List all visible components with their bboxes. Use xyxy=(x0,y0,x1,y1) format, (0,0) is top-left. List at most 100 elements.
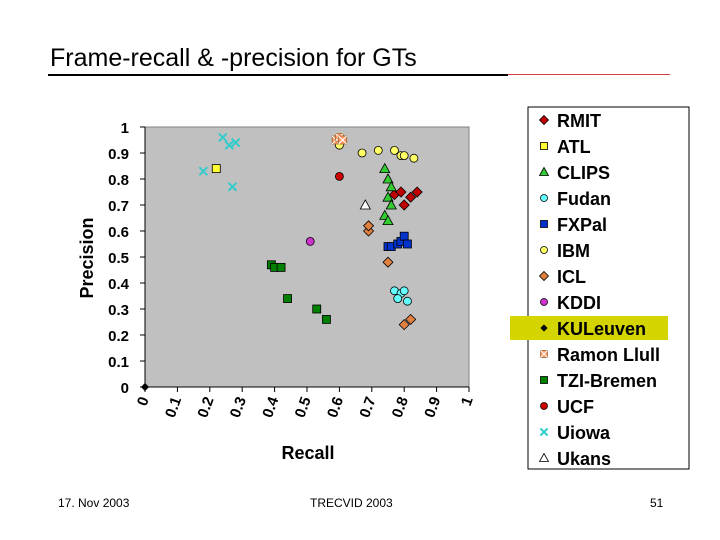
x-tick-label: 0.9 xyxy=(421,395,444,420)
x-tick-label: 0 xyxy=(134,395,153,409)
series-atl xyxy=(211,164,221,174)
data-point-clips xyxy=(379,162,391,174)
legend-label-clips: CLIPS xyxy=(557,163,610,183)
data-point-tzi-bremen xyxy=(283,294,292,304)
title-underline xyxy=(48,74,508,76)
legend-entry-kddi: KDDI xyxy=(540,293,601,313)
series-uiowa xyxy=(198,132,241,192)
data-point-uiowa xyxy=(224,140,234,150)
legend-marker-clips xyxy=(538,166,550,176)
x-axis-label: Recall xyxy=(281,443,334,463)
y-tick-label: 0.1 xyxy=(108,354,129,371)
legend-marker-kuleuven xyxy=(540,324,548,332)
legend-marker-rmit xyxy=(538,114,550,126)
footer-page-number: 51 xyxy=(650,496,664,510)
legend-entry-atl: ATL xyxy=(540,137,591,157)
legend-label-tzi-bremen: TZI-Bremen xyxy=(557,371,657,391)
series-fxpal xyxy=(383,231,412,252)
data-point-clips xyxy=(385,199,397,210)
data-point-ibm xyxy=(409,153,419,163)
x-tick-label: 0.1 xyxy=(162,395,185,420)
legend-entry-ibm: IBM xyxy=(540,241,590,261)
legend-label-icl: ICL xyxy=(557,267,586,287)
legend-marker-uiowa xyxy=(539,427,549,437)
data-point-kddi xyxy=(305,236,315,246)
series-ibm xyxy=(334,140,419,163)
series-kuleuven xyxy=(140,382,150,392)
footer-event: TRECVID 2003 xyxy=(310,496,393,510)
legend-label-uiowa: Uiowa xyxy=(557,423,611,443)
data-point-icl xyxy=(362,220,375,232)
y-axis-label: Precision xyxy=(77,217,97,298)
legend-marker-fudan xyxy=(540,194,548,202)
x-tick-label: 0.2 xyxy=(194,395,217,420)
legend-marker-tzi-bremen xyxy=(540,376,548,384)
x-tick-label: 0.3 xyxy=(227,395,250,420)
x-tick-label: 0.6 xyxy=(324,395,347,420)
data-point-tzi-bremen xyxy=(312,304,322,314)
y-tick-label: 0.2 xyxy=(108,328,129,345)
legend-entry-tzi-bremen: TZI-Bremen xyxy=(540,371,657,391)
x-tick-label: 0.5 xyxy=(292,395,315,420)
legend-label-atl: ATL xyxy=(557,137,591,157)
data-point-fxpal xyxy=(399,231,409,241)
data-point-rmit xyxy=(411,186,423,198)
data-point-ucf xyxy=(334,171,344,181)
y-tick-label: 0.8 xyxy=(108,172,129,189)
legend-label-kddi: KDDI xyxy=(557,293,601,313)
data-point-clips xyxy=(382,173,394,184)
data-point-ramon-llull xyxy=(338,135,348,145)
series-ukans xyxy=(359,199,371,210)
data-point-ibm xyxy=(390,145,399,155)
data-point-uiowa xyxy=(198,166,209,176)
marker-cross xyxy=(540,350,548,358)
legend-marker-icl xyxy=(538,270,550,282)
title-underline-accent xyxy=(508,74,670,75)
y-tick-label: 0.7 xyxy=(108,198,129,215)
legend-marker-ramon-llull xyxy=(540,350,548,358)
series-fudan xyxy=(390,286,412,306)
data-point-rmit xyxy=(405,191,417,203)
x-tick-label: 0.8 xyxy=(389,395,412,420)
x-tick-label: 0.4 xyxy=(259,394,282,420)
legend-label-kuleuven: KULeuven xyxy=(557,319,646,339)
legend: RMIT ATL CLIPS Fudan FXPal IBM ICL KDDI KULeuven… xyxy=(510,106,690,470)
data-point-kuleuven xyxy=(140,382,150,392)
data-point-rmit xyxy=(395,186,407,198)
legend-entry-ucf: UCF xyxy=(540,397,594,417)
data-point-fxpal xyxy=(403,239,412,249)
data-point-clips xyxy=(382,214,394,226)
legend-highlight xyxy=(510,316,668,340)
x-tick-label: 0.7 xyxy=(356,395,379,420)
data-point-icl xyxy=(398,319,410,331)
legend-marker-ucf xyxy=(540,402,548,410)
legend-label-ramon-llull: Ramon Llull xyxy=(557,345,660,365)
data-point-clips xyxy=(382,191,394,202)
y-tick-label: 1 xyxy=(121,120,129,137)
data-point-tzi-bremen xyxy=(276,262,286,272)
legend-box xyxy=(527,106,690,470)
y-tick-label: 0.3 xyxy=(108,302,129,319)
legend-entry-fxpal: FXPal xyxy=(540,215,607,235)
data-point-uiowa xyxy=(218,132,228,143)
data-point-ibm xyxy=(357,148,367,158)
y-tick-label: 0.4 xyxy=(108,276,130,293)
data-point-uiowa xyxy=(227,182,238,192)
data-point-fudan xyxy=(403,296,412,306)
y-tick-label: 0.6 xyxy=(108,224,129,241)
data-point-rmit xyxy=(398,199,410,211)
legend-entry-icl: ICL xyxy=(538,267,586,287)
y-tick-label: 0.5 xyxy=(108,250,129,267)
series-rmit xyxy=(388,186,423,211)
y-tick-label: 0 xyxy=(121,380,129,397)
legend-label-ukans: Ukans xyxy=(557,449,611,469)
legend-marker-kddi xyxy=(540,298,548,306)
legend-label-rmit: RMIT xyxy=(557,111,601,131)
data-point-clips xyxy=(385,180,397,192)
marker-cross xyxy=(338,135,347,145)
data-point-icl xyxy=(405,313,417,325)
legend-entry-clips: CLIPS xyxy=(538,163,610,183)
series-kddi xyxy=(305,236,315,246)
series-ucf xyxy=(334,171,344,181)
